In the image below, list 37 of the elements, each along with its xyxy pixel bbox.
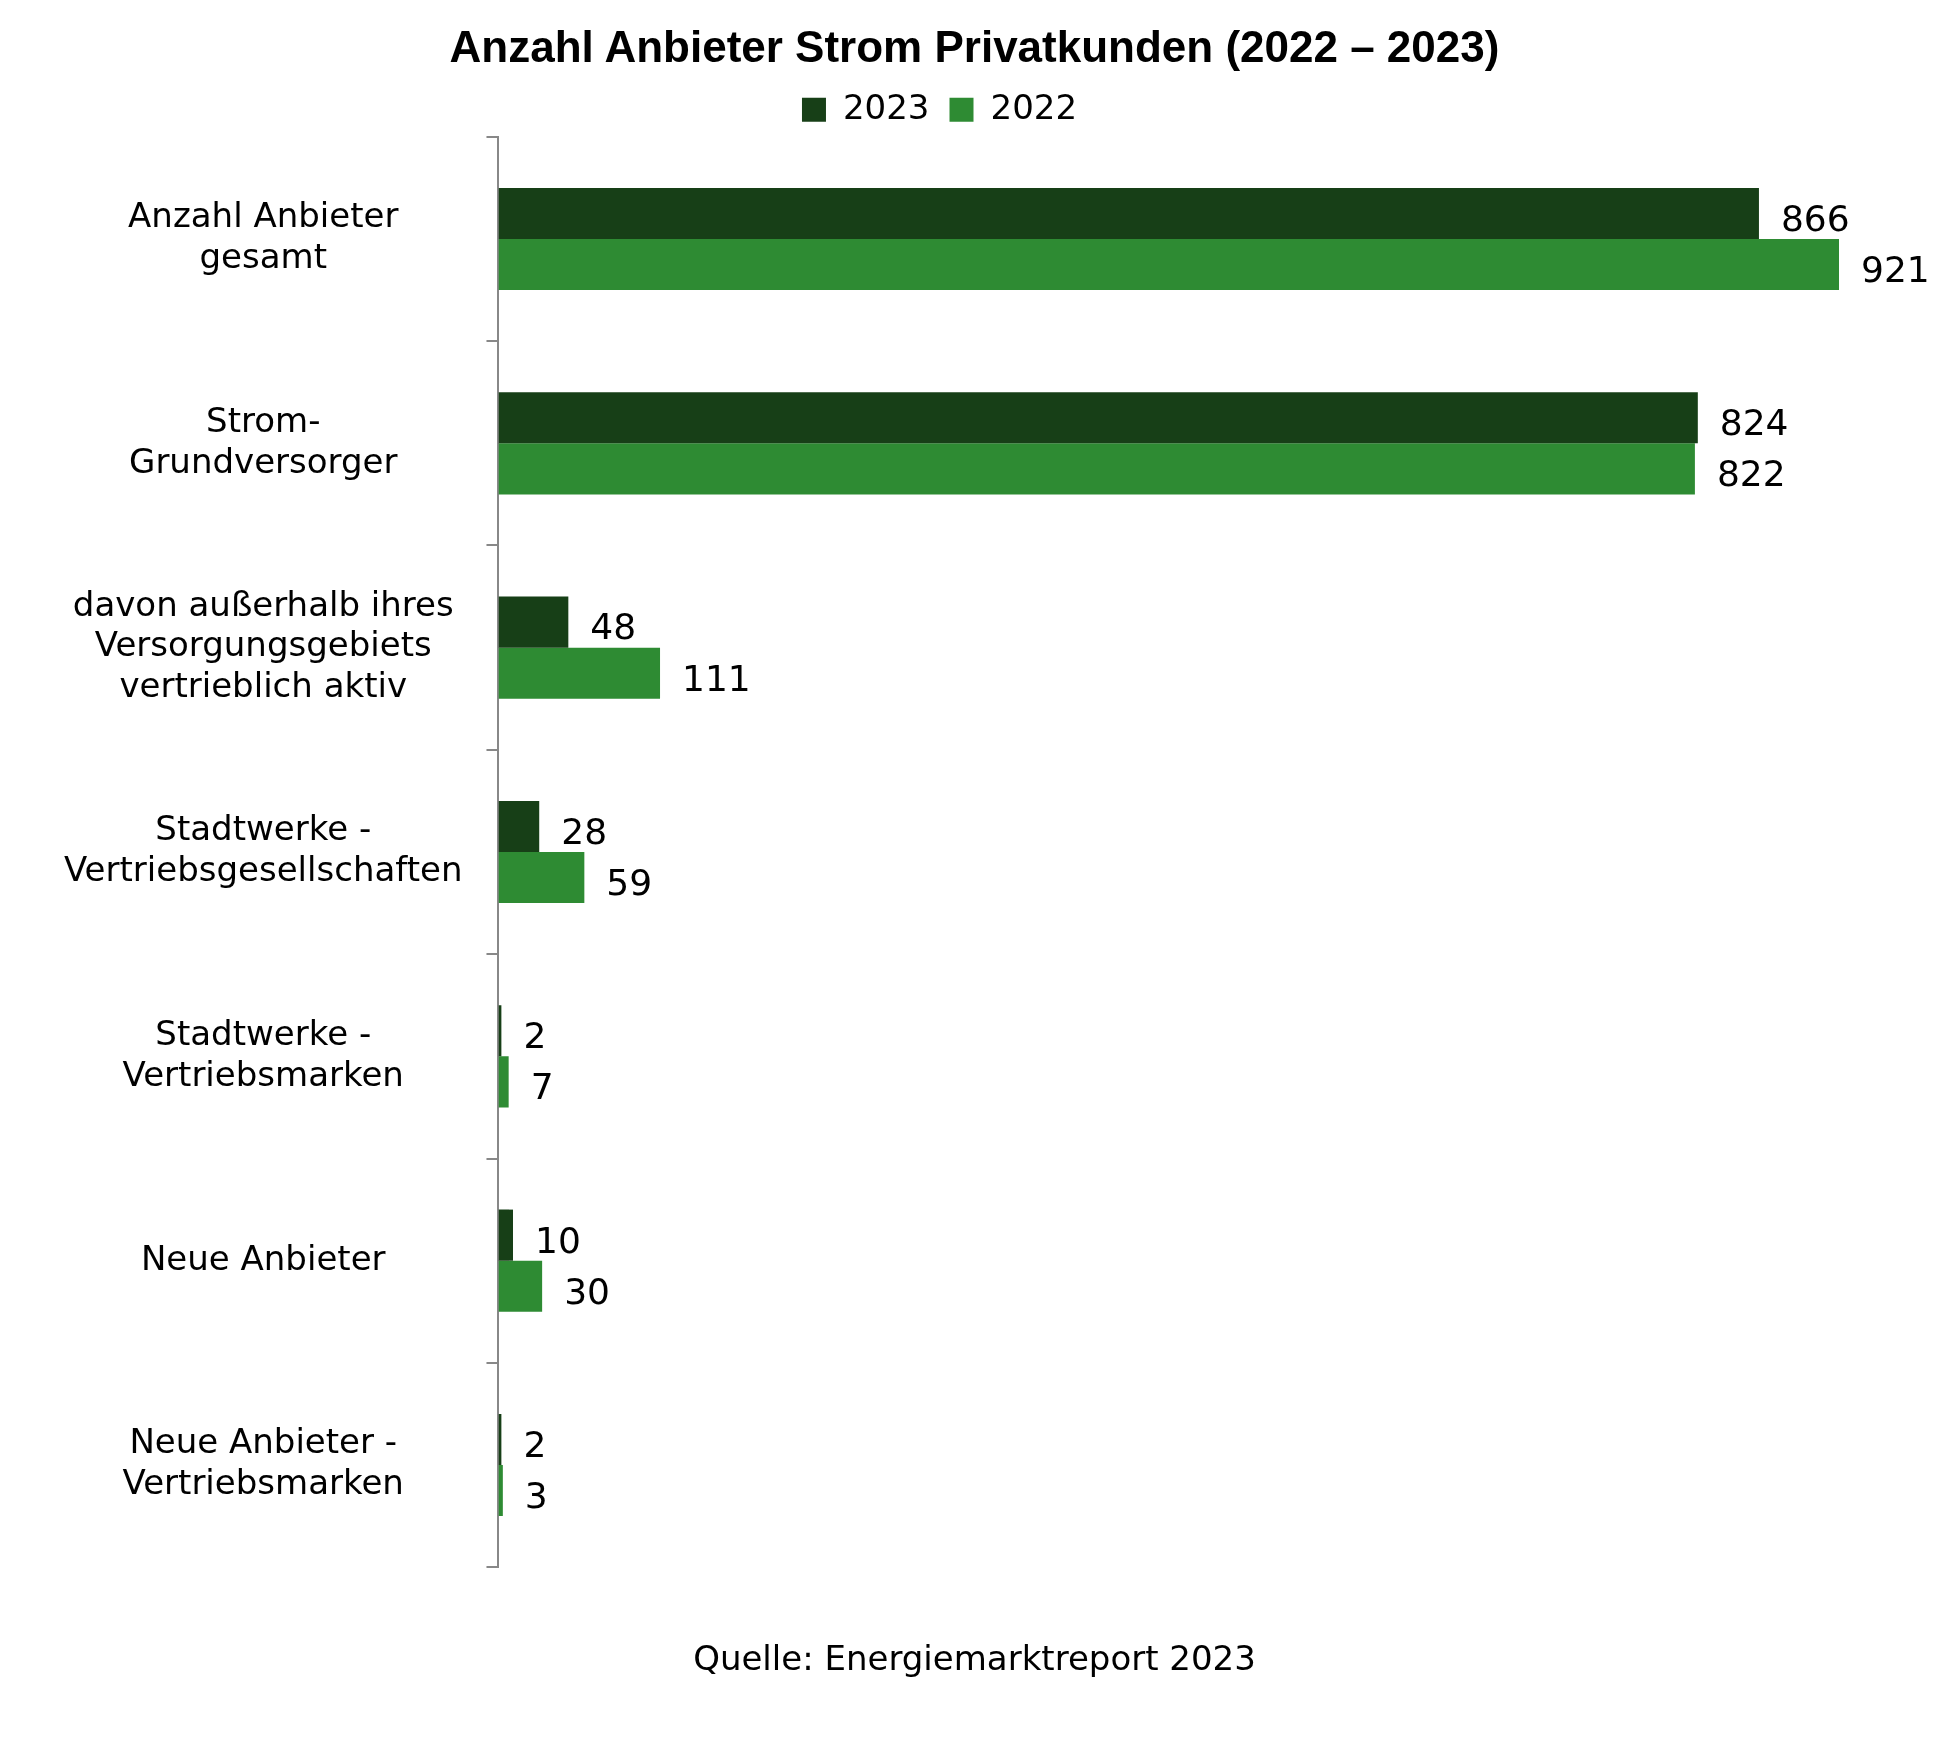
data-label: 921: [1861, 248, 1930, 290]
bar: [498, 1209, 514, 1261]
data-label: 7: [530, 1066, 554, 1108]
bar: [498, 596, 569, 648]
bar: [498, 238, 1839, 291]
data-label: 111: [682, 657, 751, 699]
data-label: 3: [524, 1474, 548, 1516]
bar: [498, 1056, 509, 1108]
bar: [498, 1465, 503, 1517]
bar: [498, 647, 661, 699]
bar: [498, 443, 1695, 495]
data-label: 10: [535, 1219, 581, 1261]
data-label: 866: [1780, 197, 1850, 239]
data-label: 28: [561, 810, 608, 852]
data-label: 2: [523, 1423, 547, 1465]
y-tick-label: Strom- Grundversorger: [129, 399, 398, 481]
y-tick-label: Stadtwerke - Vertriebsgesellschaften: [63, 808, 463, 890]
legend-label: 2023: [842, 86, 930, 127]
source-note: Quelle: Energiemarktreport 2023: [692, 1638, 1257, 1678]
y-tick-label: Anzahl Anbieter gesamt: [128, 195, 399, 277]
bar: [498, 1260, 543, 1312]
y-tick-label: Stadtwerke - Vertriebsmarken: [122, 1012, 404, 1094]
y-tick-label: davon außerhalb ihres Versorgungsgebiets vertrieblich aktiv: [72, 583, 454, 706]
data-label: 59: [606, 861, 653, 903]
bar: [498, 800, 540, 852]
bar: [498, 392, 1698, 444]
y-tick-label: Neue Anbieter - Vertriebsmarken: [122, 1421, 404, 1503]
bar: [498, 187, 1759, 239]
chart-title: Anzahl Anbieter Strom Privatkunden (2022 – 2023): [448, 22, 1501, 72]
data-label: 2: [523, 1015, 547, 1057]
bar: [498, 852, 585, 904]
data-label: 48: [590, 606, 637, 648]
data-label: 30: [564, 1270, 610, 1312]
data-label: 822: [1716, 453, 1786, 495]
data-label: 824: [1719, 402, 1789, 444]
legend-label: 2022: [990, 86, 1078, 127]
y-tick-label: Neue Anbieter: [140, 1237, 386, 1278]
